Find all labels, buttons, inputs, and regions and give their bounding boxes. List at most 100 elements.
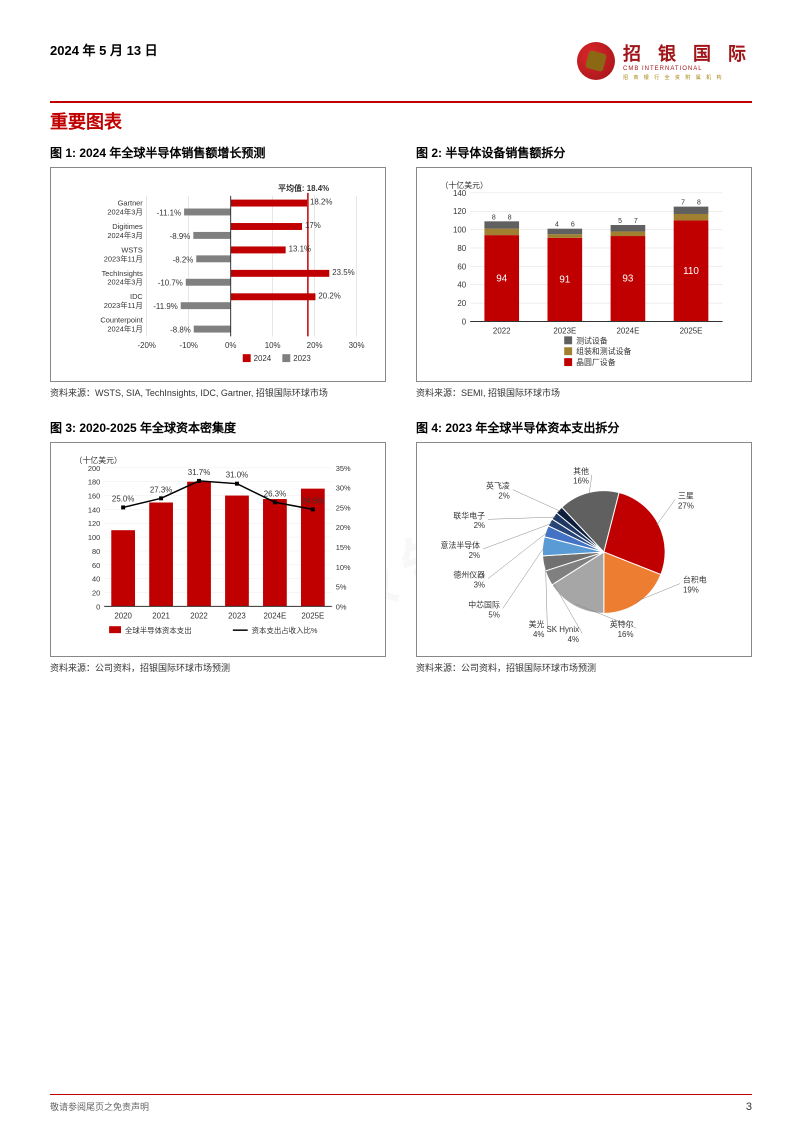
svg-text:31.7%: 31.7% (188, 468, 210, 477)
svg-text:2023年11月: 2023年11月 (104, 253, 143, 263)
chart2-svg: （十亿美元）0204060801001201409488202291462023… (425, 178, 743, 371)
svg-text:2023: 2023 (293, 354, 311, 363)
chart1-box: 图 1: 2024 年全球半导体销售额增长预测 -20%-10%0%10%20%… (50, 144, 386, 399)
svg-text:中芯国际: 中芯国际 (468, 599, 500, 609)
svg-text:93: 93 (622, 274, 633, 285)
svg-text:20: 20 (457, 299, 466, 308)
svg-text:25%: 25% (336, 503, 351, 512)
svg-text:120: 120 (88, 519, 100, 528)
svg-text:-10%: -10% (179, 341, 197, 350)
svg-text:25.0%: 25.0% (112, 494, 134, 503)
svg-text:2024年3月: 2024年3月 (107, 206, 142, 216)
svg-text:8: 8 (697, 200, 701, 207)
svg-text:7: 7 (681, 200, 685, 207)
svg-text:组装和测试设备: 组装和测试设备 (576, 346, 631, 356)
svg-text:-8.8%: -8.8% (170, 326, 191, 335)
svg-text:13.1%: 13.1% (289, 244, 311, 253)
svg-text:0: 0 (462, 317, 467, 326)
svg-text:3%: 3% (474, 581, 485, 590)
svg-text:Gartner: Gartner (118, 199, 144, 208)
svg-text:2023E: 2023E (553, 326, 576, 335)
svg-text:40: 40 (92, 575, 100, 584)
svg-text:TechInsights: TechInsights (102, 269, 143, 278)
svg-text:测试设备: 测试设备 (576, 335, 608, 345)
svg-text:24.5%: 24.5% (302, 496, 324, 505)
svg-text:16%: 16% (573, 477, 589, 486)
logo-en: CMB INTERNATIONAL (623, 66, 752, 72)
svg-text:100: 100 (88, 533, 100, 542)
svg-text:三星: 三星 (678, 492, 694, 501)
svg-text:5%: 5% (336, 583, 347, 592)
svg-text:-8.9%: -8.9% (170, 232, 191, 241)
svg-text:30%: 30% (349, 341, 365, 350)
svg-text:Digitimes: Digitimes (112, 222, 143, 231)
svg-text:0%: 0% (336, 602, 347, 611)
svg-text:2022: 2022 (190, 611, 208, 620)
svg-text:110: 110 (683, 266, 699, 277)
chart2-frame: （十亿美元）0204060801001201409488202291462023… (416, 167, 752, 382)
svg-text:18.2%: 18.2% (310, 198, 332, 207)
svg-text:10%: 10% (336, 563, 351, 572)
svg-text:4%: 4% (568, 635, 579, 644)
chart2-title: 图 2: 半导体设备销售额拆分 (416, 144, 752, 161)
svg-text:2025E: 2025E (680, 326, 703, 335)
footer: 敬请参阅尾页之免责声明 3 (50, 1094, 752, 1113)
chart4-title: 图 4: 2023 年全球半导体资本支出拆分 (416, 419, 752, 436)
svg-text:全球半导体资本支出: 全球半导体资本支出 (125, 625, 192, 635)
logo-area: 招 银 国 际 CMB INTERNATIONAL 招 商 银 行 全 资 附 … (577, 40, 752, 81)
svg-text:-11.1%: -11.1% (157, 208, 181, 217)
svg-text:4%: 4% (533, 630, 544, 639)
svg-text:27.3%: 27.3% (150, 485, 172, 494)
logo-sub: 招 商 银 行 全 资 附 属 机 构 (623, 74, 752, 81)
svg-text:20: 20 (92, 589, 100, 598)
svg-text:2024年3月: 2024年3月 (107, 230, 142, 240)
chart1-source: 资料来源：WSTS, SIA, TechInsights, IDC, Gartn… (50, 386, 386, 399)
svg-text:80: 80 (92, 547, 100, 556)
svg-text:2024年1月: 2024年1月 (107, 324, 142, 334)
svg-text:WSTS: WSTS (121, 245, 142, 254)
svg-text:2%: 2% (474, 521, 485, 530)
svg-text:200: 200 (88, 464, 100, 473)
svg-text:20%: 20% (307, 341, 323, 350)
logo-icon (577, 42, 615, 80)
svg-text:91: 91 (559, 275, 570, 286)
svg-text:23.5%: 23.5% (332, 268, 354, 277)
svg-text:140: 140 (453, 189, 467, 198)
svg-text:晶圆厂设备: 晶圆厂设备 (576, 357, 616, 367)
svg-text:2025E: 2025E (301, 611, 324, 620)
svg-text:10%: 10% (265, 341, 281, 350)
svg-text:0: 0 (96, 602, 100, 611)
chart4-box: 图 4: 2023 年全球半导体资本支出拆分 三星27%台积电19%英特尔16%… (416, 419, 752, 674)
chart3-frame: （十亿美元）0204060801001201401601802000%5%10%… (50, 442, 386, 657)
chart2-box: 图 2: 半导体设备销售额拆分 （十亿美元）020406080100120140… (416, 144, 752, 399)
logo-text: 招 银 国 际 CMB INTERNATIONAL 招 商 银 行 全 资 附 … (623, 40, 752, 81)
charts-grid: 图 1: 2024 年全球半导体销售额增长预测 -20%-10%0%10%20%… (50, 144, 752, 674)
svg-text:30%: 30% (336, 484, 351, 493)
svg-text:-11.9%: -11.9% (153, 302, 177, 311)
svg-text:2%: 2% (469, 551, 480, 560)
svg-text:2022: 2022 (493, 326, 511, 335)
header: 2024 年 5 月 13 日 招 银 国 际 CMB INTERNATIONA… (50, 40, 752, 81)
svg-text:IDC: IDC (130, 292, 143, 301)
svg-text:台积电: 台积电 (683, 575, 707, 585)
section-title: 重要图表 (50, 101, 752, 134)
svg-text:60: 60 (92, 561, 100, 570)
svg-text:Counterpoint: Counterpoint (100, 316, 142, 325)
svg-text:-8.2%: -8.2% (173, 255, 194, 264)
svg-text:-20%: -20% (138, 341, 156, 350)
svg-text:英特尔: 英特尔 (610, 619, 634, 629)
svg-text:5: 5 (618, 218, 622, 225)
svg-text:德州仪器: 德州仪器 (453, 570, 485, 580)
svg-text:20.2%: 20.2% (318, 291, 340, 300)
svg-text:美光: 美光 (529, 619, 545, 629)
chart4-frame: 三星27%台积电19%英特尔16%SK Hynix4%美光4%中芯国际5%德州仪… (416, 442, 752, 657)
svg-text:2023年11月: 2023年11月 (104, 300, 143, 310)
chart3-box: 图 3: 2020-2025 年全球资本密集度 （十亿美元）0204060801… (50, 419, 386, 674)
svg-text:6: 6 (571, 222, 575, 229)
svg-text:2020: 2020 (114, 611, 132, 620)
svg-text:31.0%: 31.0% (226, 471, 248, 480)
chart1-frame: -20%-10%0%10%20%30%平均值: 18.4%Gartner2024… (50, 167, 386, 382)
svg-text:2024E: 2024E (616, 326, 639, 335)
svg-text:SK Hynix: SK Hynix (547, 625, 580, 634)
svg-text:8: 8 (508, 214, 512, 221)
